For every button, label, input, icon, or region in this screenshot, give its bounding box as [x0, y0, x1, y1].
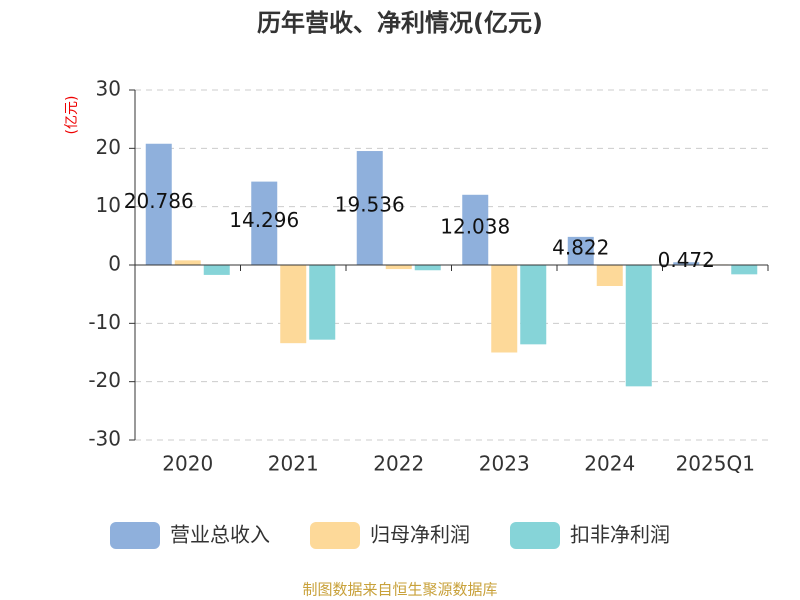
x-tick-label: 2021 — [268, 452, 319, 476]
y-axis-label: (亿元) — [64, 96, 80, 135]
data-label: 19.536 — [335, 193, 405, 217]
bar — [356, 151, 383, 265]
y-tick-label: 10 — [96, 193, 121, 217]
bar — [309, 265, 336, 340]
bar — [567, 236, 594, 265]
x-tick-label: 2020 — [162, 452, 213, 476]
legend-label: 营业总收入 — [170, 523, 270, 547]
bar — [251, 181, 278, 265]
bar — [596, 265, 623, 286]
y-tick-label: 30 — [96, 77, 121, 101]
bar — [203, 265, 230, 275]
data-label: 14.296 — [229, 208, 299, 232]
legend-label: 归母净利润 — [370, 523, 470, 547]
y-tick-label: -20 — [88, 368, 121, 392]
data-label: 0.472 — [658, 248, 715, 272]
bar — [280, 265, 307, 344]
legend-swatch — [310, 522, 360, 549]
bar — [414, 265, 441, 271]
bar — [145, 143, 172, 265]
bar — [174, 260, 201, 265]
bar — [625, 265, 652, 387]
y-tick-label: 0 — [108, 252, 121, 276]
data-label: 12.038 — [440, 214, 510, 238]
x-tick-label: 2024 — [584, 452, 635, 476]
y-tick-label: -10 — [88, 310, 121, 334]
x-tick-label: 2025Q1 — [676, 452, 755, 476]
y-tick-label: 20 — [96, 135, 121, 159]
y-tick-label: -30 — [88, 427, 121, 451]
x-tick-label: 2022 — [373, 452, 424, 476]
legend-label: 扣非净利润 — [570, 523, 670, 547]
bar — [385, 265, 412, 270]
data-label: 20.786 — [124, 189, 194, 213]
legend-swatch — [510, 522, 560, 549]
x-tick-label: 2023 — [479, 452, 530, 476]
bar — [491, 265, 518, 353]
data-label: 4.822 — [552, 235, 609, 259]
bar — [520, 265, 547, 345]
bar — [673, 262, 700, 265]
chart-title: 历年营收、净利情况(亿元) — [257, 9, 543, 37]
legend-swatch — [110, 522, 160, 549]
bar — [462, 194, 489, 265]
source-note: 制图数据来自恒生聚源数据库 — [302, 581, 497, 599]
bar — [731, 265, 758, 275]
